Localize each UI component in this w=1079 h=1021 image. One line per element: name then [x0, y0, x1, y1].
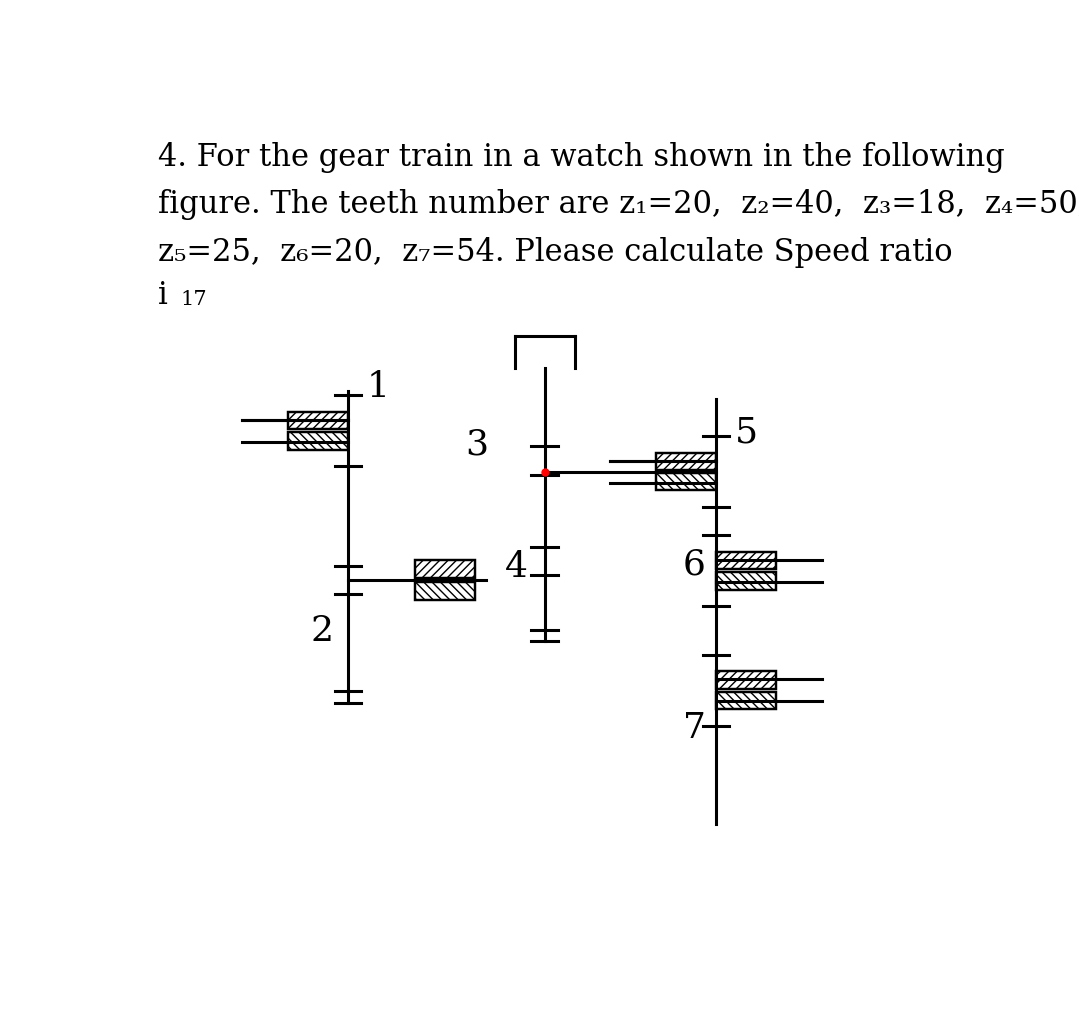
Text: 6: 6	[683, 547, 706, 581]
Bar	[716, 551, 776, 569]
Bar	[656, 452, 716, 470]
Text: 3: 3	[465, 428, 489, 461]
Text: 4. For the gear train in a watch shown in the following: 4. For the gear train in a watch shown i…	[159, 142, 1005, 174]
Bar	[415, 582, 475, 599]
Bar	[716, 671, 776, 688]
Text: 17: 17	[180, 290, 207, 309]
Bar	[716, 691, 776, 709]
Text: i: i	[159, 280, 168, 310]
Text: 2: 2	[311, 615, 333, 648]
Text: z₅=25,  z₆=20,  z₇=54. Please calculate Speed ratio: z₅=25, z₆=20, z₇=54. Please calculate Sp…	[159, 237, 953, 268]
Bar	[288, 411, 349, 429]
Text: figure. The teeth number are z₁=20,  z₂=40,  z₃=18,  z₄=50,: figure. The teeth number are z₁=20, z₂=4…	[159, 189, 1079, 221]
Bar	[716, 572, 776, 589]
Bar	[415, 561, 475, 578]
Text: 7: 7	[683, 711, 706, 745]
Text: 5: 5	[735, 416, 757, 449]
Text: 4: 4	[505, 550, 528, 584]
Bar	[288, 432, 349, 449]
Text: 1: 1	[367, 371, 390, 404]
Bar	[656, 473, 716, 490]
